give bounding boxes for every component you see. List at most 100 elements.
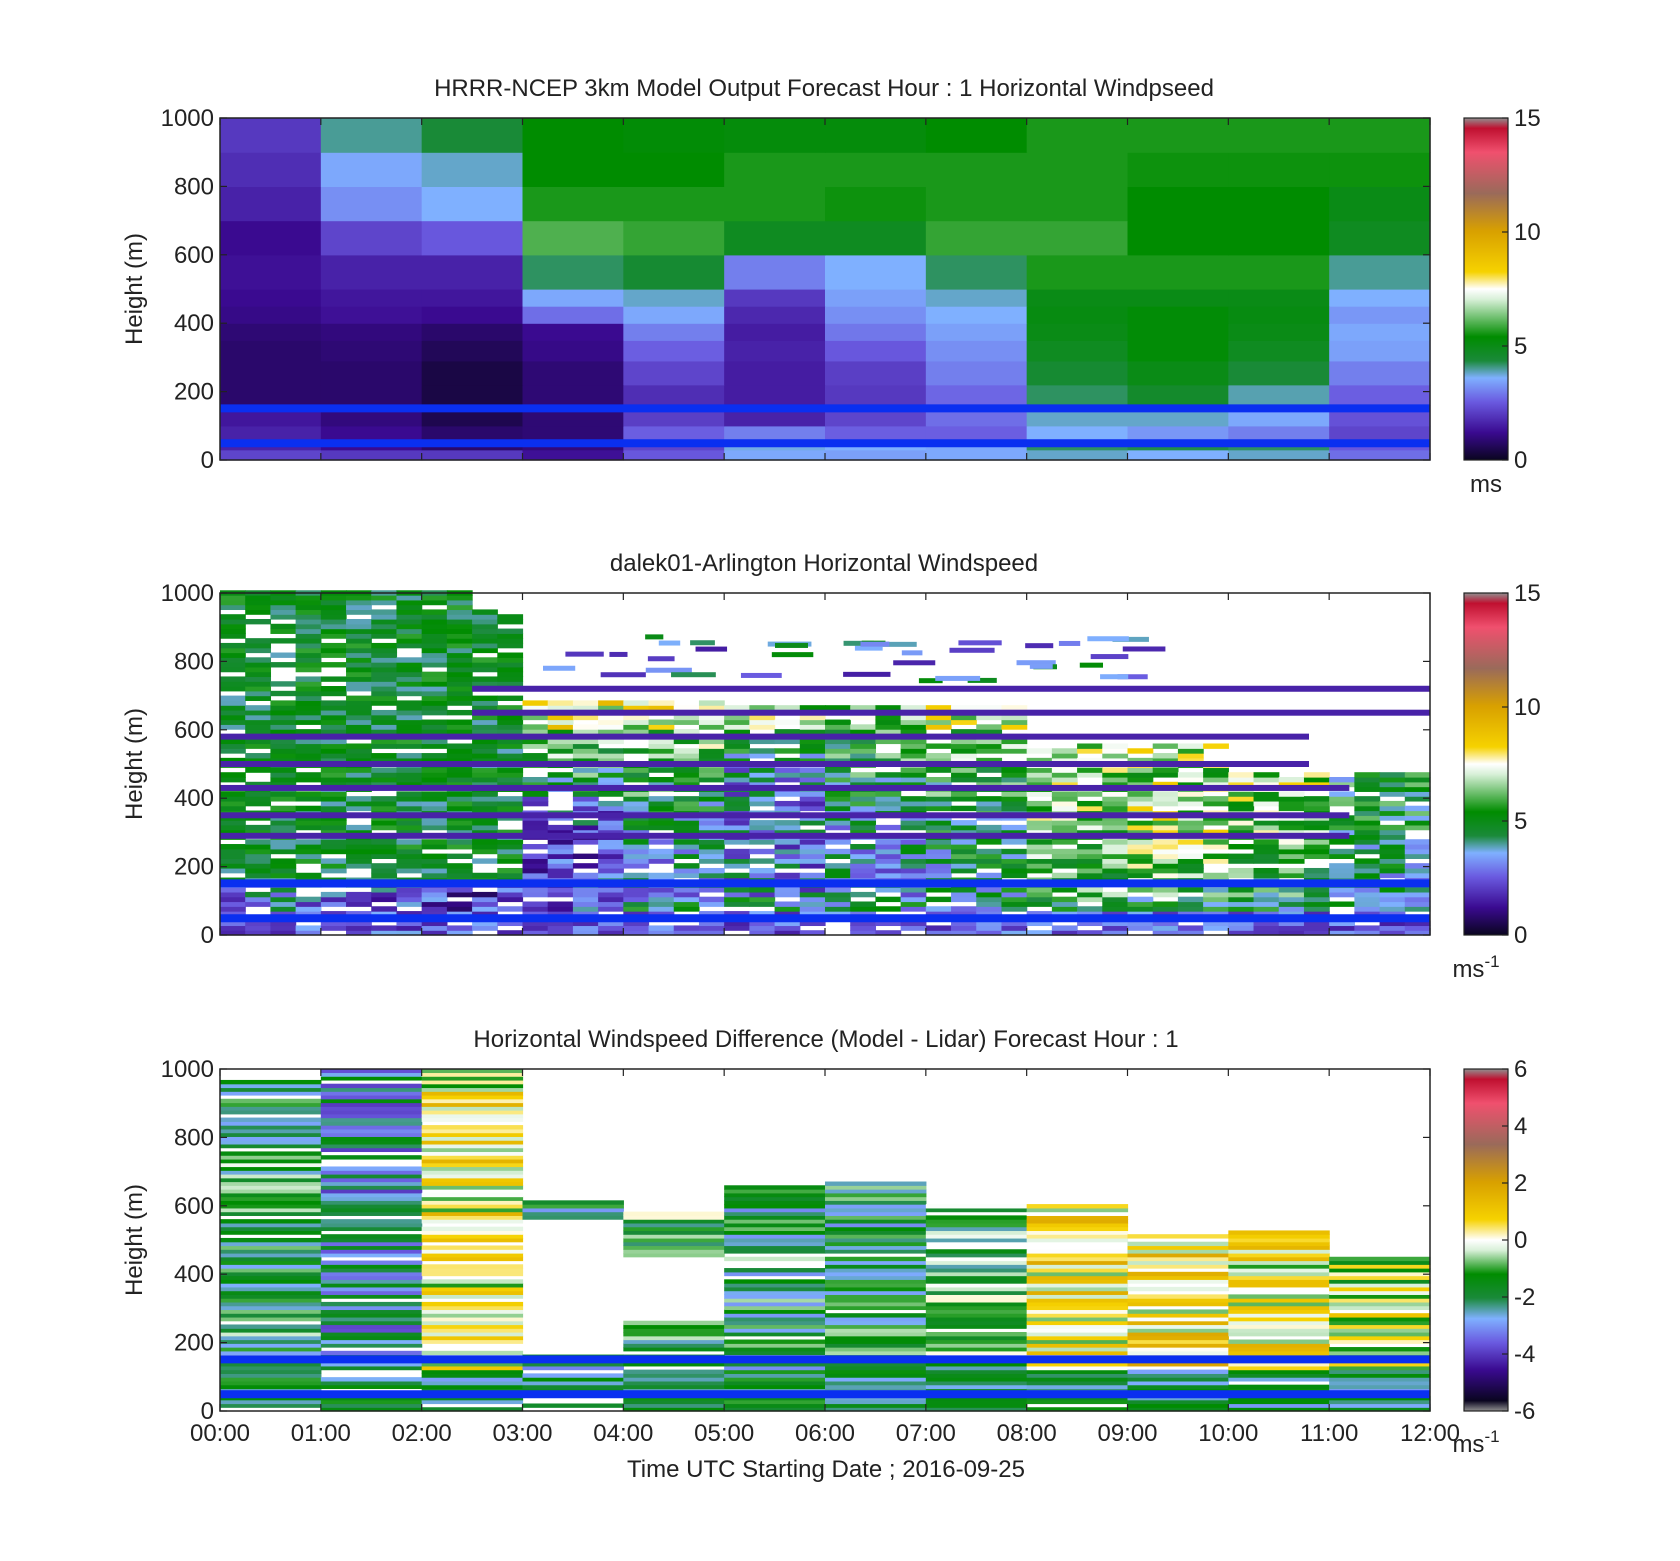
- heatmap-cell: [1051, 748, 1078, 754]
- heatmap-cell: [421, 186, 524, 222]
- heatmap-cell: [522, 449, 624, 461]
- heatmap-cell: [774, 853, 801, 859]
- heatmap-cell: [572, 796, 599, 802]
- panel-lidar: dalek01-Arlington Horizontal Windspeed 0…: [121, 550, 1541, 983]
- heatmap-cell: [522, 796, 549, 802]
- heatmap-cell: [1329, 824, 1355, 831]
- heatmap-cell: [472, 681, 498, 687]
- heatmap-cell: [1026, 1290, 1129, 1295]
- heatmap-cell: [1404, 872, 1431, 879]
- heatmap-cell: [749, 848, 776, 855]
- heatmap-cell: [698, 719, 725, 725]
- heatmap-cell: [1228, 1331, 1330, 1337]
- heatmap-cell: [446, 796, 473, 802]
- heatmap-cell: [1127, 1324, 1229, 1329]
- heatmap-cell: [270, 614, 297, 620]
- heatmap-cell: [421, 657, 448, 663]
- heatmap-cell: [522, 738, 549, 745]
- heatmap-cell: [371, 911, 398, 917]
- heatmap-cell: [860, 641, 890, 647]
- heatmap-cell: [1001, 791, 1028, 797]
- heatmap-cell: [1001, 901, 1028, 907]
- heatmap-cell: [346, 767, 372, 773]
- heatmap-cell: [724, 1324, 826, 1329]
- heatmap-cell: [421, 1309, 524, 1314]
- heatmap-cell: [799, 781, 826, 788]
- heatmap-cell: [1127, 844, 1154, 850]
- heatmap-cell: [623, 1234, 725, 1239]
- heatmap-cell: [623, 820, 650, 826]
- heatmap-cell: [623, 1252, 725, 1258]
- heatmap-cell: [1303, 906, 1330, 912]
- heatmap-cell: [925, 425, 1028, 441]
- y-tick-label: 200: [174, 379, 214, 406]
- heatmap-cell: [951, 748, 977, 754]
- heatmap-cell: [220, 1331, 322, 1337]
- heatmap-cell: [1354, 776, 1381, 783]
- heatmap-cell: [320, 360, 423, 386]
- heatmap-cell: [1127, 449, 1229, 461]
- heatmap-cell: [1329, 863, 1355, 869]
- heatmap-cell: [1329, 1264, 1431, 1269]
- heatmap-cell: [1203, 906, 1229, 912]
- heatmap-cell: [371, 729, 398, 735]
- heatmap-cell: [1026, 1215, 1129, 1220]
- heatmap-cell: [371, 896, 398, 903]
- heatmap-cell: [396, 662, 423, 668]
- heatmap-cell: [623, 848, 650, 855]
- heatmap-cell: [295, 753, 322, 759]
- heatmap-cell: [245, 604, 272, 611]
- heatmap-cell: [925, 719, 952, 725]
- heatmap-cell: [220, 920, 246, 927]
- heatmap-cell: [623, 425, 725, 441]
- heatmap-cell: [497, 930, 524, 936]
- heatmap-cell: [522, 930, 549, 936]
- heatmap-cell: [346, 686, 372, 692]
- heatmap-cell: [320, 1132, 423, 1137]
- heatmap-cell: [825, 1215, 927, 1220]
- heatmap-cell: [1077, 748, 1103, 754]
- heatmap-cell: [673, 781, 700, 788]
- heatmap-cell: [220, 1226, 322, 1232]
- heatmap-cell: [320, 705, 347, 711]
- heatmap-cell: [497, 853, 524, 859]
- heatmap-cell: [1026, 1347, 1129, 1352]
- heatmap-cell: [1228, 1268, 1330, 1273]
- heatmap-cell: [623, 449, 725, 461]
- heatmap-cell: [346, 595, 372, 601]
- heatmap-cell: [1329, 796, 1355, 802]
- heatmap-cell: [295, 757, 322, 764]
- heatmap-cell: [1354, 800, 1381, 807]
- heatmap-cell: [850, 781, 877, 788]
- heatmap-cell: [623, 1230, 725, 1235]
- heatmap-cell: [522, 340, 624, 362]
- heatmap-cell: [421, 1271, 524, 1277]
- heatmap-cell: [1278, 901, 1305, 907]
- heatmap-cell: [1127, 839, 1154, 845]
- heatmap-cell: [371, 642, 398, 649]
- heatmap-cell: [749, 824, 776, 831]
- heatmap-cell: [371, 724, 398, 730]
- heatmap-cell: [1203, 896, 1229, 903]
- heatmap-cell: [900, 743, 927, 749]
- heatmap-cell: [1051, 853, 1078, 859]
- heatmap-cell: [724, 772, 750, 778]
- heatmap-cell: [698, 753, 725, 759]
- y-tick-label: 800: [174, 1124, 214, 1151]
- colorbar: [1463, 592, 1509, 936]
- heatmap-cell: [245, 618, 272, 625]
- heatmap-cell: [421, 1106, 524, 1111]
- heatmap-cell: [724, 1237, 826, 1243]
- heatmap-cell: [1203, 901, 1229, 907]
- heatmap-cell: [1001, 867, 1028, 874]
- heatmap-cell: [320, 1155, 423, 1160]
- heatmap-cell: [724, 767, 750, 773]
- heatmap-cell: [825, 748, 851, 754]
- heatmap-cell: [472, 719, 498, 725]
- heatmap-cell: [1329, 1275, 1431, 1280]
- heatmap-cell: [648, 738, 675, 745]
- heatmap-cell: [220, 824, 246, 831]
- heatmap-cell: [220, 930, 246, 936]
- heatmap-cell: [850, 872, 877, 879]
- heatmap-cell: [951, 719, 977, 725]
